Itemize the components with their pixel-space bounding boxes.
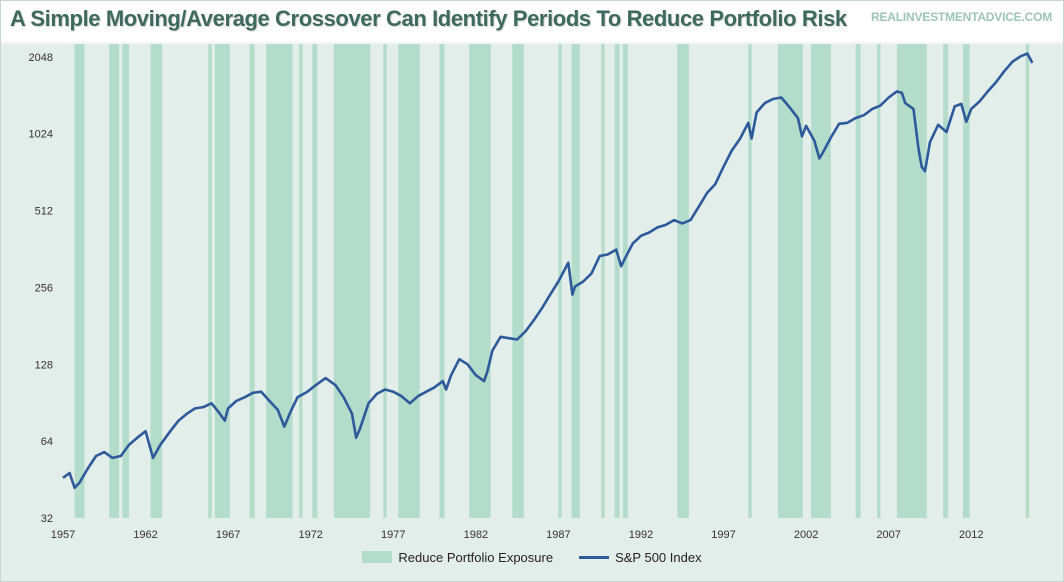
exposure-band [398,44,420,518]
sp500-line [62,52,1034,490]
chart-title: A Simple Moving/Average Crossover Can Id… [10,6,847,31]
x-tick-label: 1967 [216,529,240,541]
x-tick-label: 1977 [381,529,405,541]
y-tick-label: 2048 [29,52,53,64]
legend-label-line: S&P 500 Index [615,549,702,565]
exposure-band [469,44,491,518]
exposure-band [249,44,255,518]
exposure-band [439,44,445,518]
y-tick-label: 512 [35,206,53,218]
watermark: REALINVESTMENTADVICE.COM [871,10,1052,24]
exposure-band [677,44,689,518]
legend-item-bands: Reduce Portfolio Exposure [362,550,553,565]
x-tick-label: 1997 [711,529,735,541]
exposure-band [109,44,120,518]
exposure-band [601,44,605,518]
exposure-band [614,44,620,518]
exposure-band [877,44,881,518]
legend: Reduce Portfolio Exposure S&P 500 Index [0,546,1064,568]
y-axis-ticks: 32 64 128 256 512 1024 2048 [29,52,53,525]
exposure-band [150,44,163,518]
x-tick-label: 1982 [464,529,488,541]
x-tick-label: 2007 [876,529,900,541]
legend-label-bands: Reduce Portfolio Exposure [398,549,554,565]
legend-swatch-line [579,555,610,559]
exposure-bands [74,44,1030,518]
y-tick-label: 256 [35,282,53,294]
exposure-band [512,44,524,518]
exposure-band [855,44,861,518]
x-axis-ticks: 1957 1962 1967 1972 1977 1982 1987 1992 1997 2002… [51,529,984,541]
exposure-band [299,44,303,518]
x-tick-label: 2002 [794,529,818,541]
exposure-band [266,44,293,518]
exposure-band [622,44,628,518]
legend-swatch-bands [362,551,393,563]
y-tick-label: 128 [35,359,53,371]
x-tick-label: 1962 [133,529,157,541]
x-tick-label: 1992 [629,529,653,541]
x-tick-label: 1987 [546,529,570,541]
y-tick-label: 1024 [29,129,53,141]
exposure-band [811,44,831,518]
exposure-band [943,44,949,518]
exposure-band [896,44,927,518]
exposure-band [208,44,212,518]
x-tick-label: 1957 [51,529,75,541]
y-tick-label: 32 [41,513,53,525]
exposure-band [312,44,318,518]
exposure-band [214,44,230,518]
x-tick-label: 2012 [959,529,983,541]
y-tick-label: 64 [41,436,53,448]
x-tick-label: 1972 [298,529,322,541]
exposure-band [571,44,580,518]
exposure-band [333,44,371,518]
exposure-band [962,44,970,518]
exposure-band [122,44,130,518]
exposure-band [778,44,803,518]
exposure-band [1025,44,1030,518]
legend-item-line: S&P 500 Index [579,550,702,565]
exposure-band [383,44,387,518]
exposure-band [74,44,85,518]
exposure-band [748,44,752,518]
